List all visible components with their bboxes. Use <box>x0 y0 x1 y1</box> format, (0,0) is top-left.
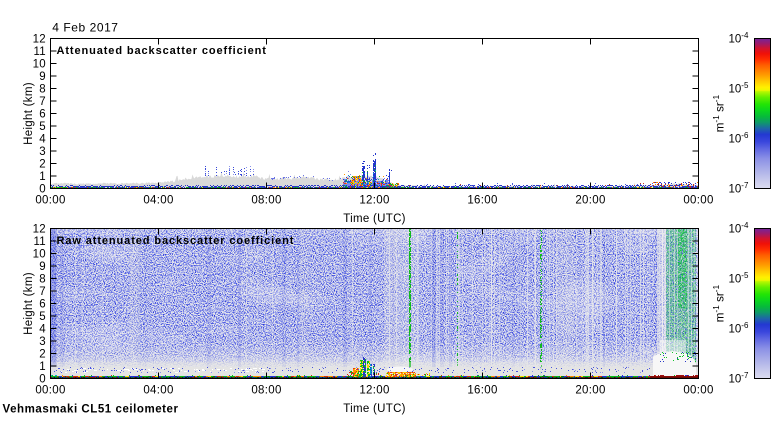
svg-text:00:00: 00:00 <box>35 194 65 206</box>
svg-text:08:00: 08:00 <box>251 194 281 206</box>
svg-text:04:00: 04:00 <box>143 194 173 206</box>
svg-text:8: 8 <box>39 84 46 96</box>
svg-text:12:00: 12:00 <box>359 194 389 206</box>
svg-text:12: 12 <box>33 224 46 236</box>
svg-text:2: 2 <box>39 159 46 171</box>
svg-text:10: 10 <box>33 249 46 261</box>
svg-text:00:00: 00:00 <box>683 384 713 396</box>
svg-text:20:00: 20:00 <box>575 384 605 396</box>
svg-text:Vehmasmaki CL51 ceilometer: Vehmasmaki CL51 ceilometer <box>3 404 179 416</box>
svg-text:5: 5 <box>39 311 46 323</box>
svg-text:Time (UTC): Time (UTC) <box>343 403 406 415</box>
svg-text:20:00: 20:00 <box>575 194 605 206</box>
svg-text:6: 6 <box>39 109 46 121</box>
svg-text:08:00: 08:00 <box>251 384 281 396</box>
svg-text:12:00: 12:00 <box>359 384 389 396</box>
svg-text:8: 8 <box>39 274 46 286</box>
svg-text:7: 7 <box>39 286 46 298</box>
svg-text:4: 4 <box>39 134 46 146</box>
svg-text:Height (km): Height (km) <box>23 82 35 145</box>
svg-text:1: 1 <box>39 361 46 373</box>
svg-text:11: 11 <box>33 46 46 58</box>
svg-text:00:00: 00:00 <box>35 384 65 396</box>
svg-text:m-1 sr-1: m-1 sr-1 <box>711 94 727 132</box>
svg-text:Raw attenuated backscatter coe: Raw attenuated backscatter coefficient <box>57 235 295 247</box>
svg-text:3: 3 <box>39 146 46 158</box>
svg-text:4 Feb 2017: 4 Feb 2017 <box>52 21 118 35</box>
svg-text:04:00: 04:00 <box>143 384 173 396</box>
svg-text:m-1 sr-1: m-1 sr-1 <box>711 284 727 322</box>
svg-text:00:00: 00:00 <box>683 194 713 206</box>
svg-text:5: 5 <box>39 121 46 133</box>
svg-text:4: 4 <box>39 324 46 336</box>
svg-text:Time (UTC): Time (UTC) <box>343 213 406 225</box>
svg-text:0: 0 <box>39 184 46 196</box>
svg-text:7: 7 <box>39 96 46 108</box>
svg-text:10: 10 <box>33 59 46 71</box>
svg-text:0: 0 <box>39 374 46 386</box>
svg-text:16:00: 16:00 <box>467 384 497 396</box>
svg-text:12: 12 <box>33 34 46 46</box>
svg-text:9: 9 <box>39 261 46 273</box>
svg-text:6: 6 <box>39 299 46 311</box>
svg-text:Height (km): Height (km) <box>23 272 35 335</box>
svg-text:9: 9 <box>39 71 46 83</box>
svg-text:3: 3 <box>39 336 46 348</box>
svg-text:11: 11 <box>33 236 46 248</box>
svg-text:16:00: 16:00 <box>467 194 497 206</box>
svg-text:1: 1 <box>39 171 46 183</box>
svg-text:2: 2 <box>39 349 46 361</box>
svg-text:Attenuated backscatter coeffic: Attenuated backscatter coefficient <box>57 45 267 57</box>
